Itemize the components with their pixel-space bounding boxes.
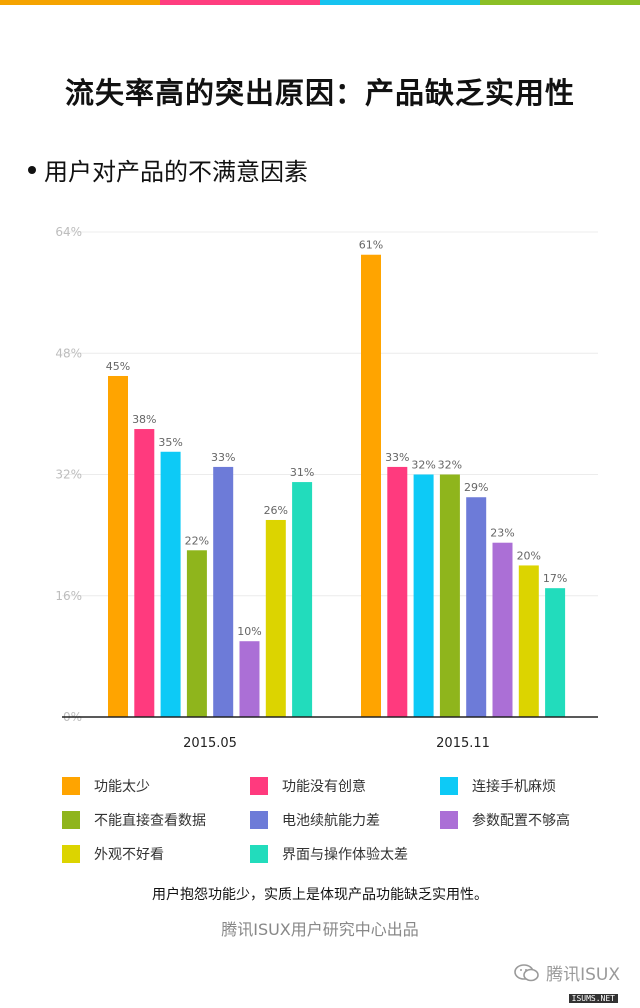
bar: [108, 375, 128, 717]
top-color-bar: [0, 0, 640, 5]
y-tick-label: 16%: [55, 589, 82, 603]
data-label: 32%: [411, 459, 435, 472]
data-label: 17%: [543, 572, 567, 585]
legend-item: 不能直接查看数据: [62, 810, 206, 830]
bar: [361, 254, 381, 717]
legend-swatch: [440, 811, 458, 829]
legend-swatch: [440, 777, 458, 795]
y-tick-label: 64%: [55, 225, 82, 239]
chart-legend: 功能太少 功能没有创意 连接手机麻烦不能直接查看数据 电池续航能力差 参数配置不够高外观…: [0, 776, 640, 876]
legend-item: 参数配置不够高: [440, 810, 570, 830]
watermark-text: 腾讯ISUX: [546, 965, 620, 985]
bullet-icon: [28, 166, 36, 174]
legend-label: 电池续航能力差: [282, 813, 380, 829]
legend-swatch: [62, 845, 80, 863]
data-label: 26%: [264, 504, 288, 517]
watermark-small: ISUMS.NET: [568, 994, 618, 1003]
watermark: 腾讯ISUX: [514, 960, 620, 985]
data-label: 23%: [490, 527, 514, 540]
legend-item: 外观不好看: [62, 844, 164, 864]
top-bar-segment: [320, 0, 480, 5]
legend-label: 外观不好看: [94, 847, 164, 863]
legend-swatch: [250, 845, 268, 863]
data-label: 33%: [211, 451, 235, 464]
legend-label: 参数配置不够高: [472, 813, 570, 829]
bar: [545, 588, 566, 717]
data-label: 10%: [237, 625, 261, 638]
legend-label: 不能直接查看数据: [94, 813, 206, 829]
data-label: 33%: [385, 451, 409, 464]
y-tick-label: 48%: [55, 346, 82, 360]
bar: [160, 451, 181, 717]
legend-label: 连接手机麻烦: [472, 779, 556, 795]
data-label: 38%: [132, 413, 156, 426]
data-label: 45%: [106, 360, 130, 373]
data-label: 32%: [438, 459, 462, 472]
bar: [186, 550, 207, 717]
bar-chart: 64%48%32%16%0%45%38%35%22%33%10%26%31%20…: [55, 225, 598, 751]
bar: [292, 482, 313, 717]
bar: [439, 474, 460, 717]
bar: [518, 565, 539, 717]
bar: [492, 542, 513, 717]
subtitle-text: 用户对产品的不满意因素: [44, 158, 308, 186]
legend-item: 电池续航能力差: [250, 810, 380, 830]
bar: [413, 474, 434, 717]
data-label: 20%: [517, 549, 541, 562]
legend-item: 功能没有创意: [250, 776, 366, 796]
subtitle: 用户对产品的不满意因素: [28, 152, 308, 187]
page-title: 流失率高的突出原因：产品缺乏实用性: [64, 76, 575, 110]
data-label: 61%: [359, 239, 383, 252]
bar: [387, 466, 408, 717]
legend-item: 连接手机麻烦: [440, 776, 556, 796]
bar: [265, 519, 286, 717]
legend-label: 功能没有创意: [282, 779, 366, 795]
top-bar-segment: [480, 0, 640, 5]
legend-swatch: [250, 811, 268, 829]
data-label: 22%: [185, 534, 209, 547]
source-credit: 腾讯ISUX用户研究中心出品: [221, 920, 419, 939]
bar: [239, 641, 260, 717]
top-bar-segment: [160, 0, 320, 5]
y-tick-label: 32%: [55, 468, 82, 482]
legend-swatch: [62, 811, 80, 829]
x-tick-label: 2015.05: [183, 736, 237, 751]
legend-item: 功能太少: [62, 776, 150, 796]
chart-note: 用户抱怨功能少，实质上是体现产品功能缺乏实用性。: [152, 887, 488, 903]
legend-swatch: [62, 777, 80, 795]
top-bar-segment: [0, 0, 160, 5]
bar: [466, 497, 487, 717]
bar: [134, 429, 155, 717]
legend-label: 功能太少: [94, 779, 150, 795]
data-label: 29%: [464, 481, 488, 494]
legend-item: 界面与操作体验太差: [250, 844, 408, 864]
data-label: 31%: [290, 466, 314, 479]
wechat-icon: [514, 963, 539, 981]
bar: [213, 466, 234, 717]
legend-swatch: [250, 777, 268, 795]
legend-label: 界面与操作体验太差: [282, 847, 408, 863]
x-tick-label: 2015.11: [436, 736, 490, 751]
data-label: 35%: [158, 436, 182, 449]
